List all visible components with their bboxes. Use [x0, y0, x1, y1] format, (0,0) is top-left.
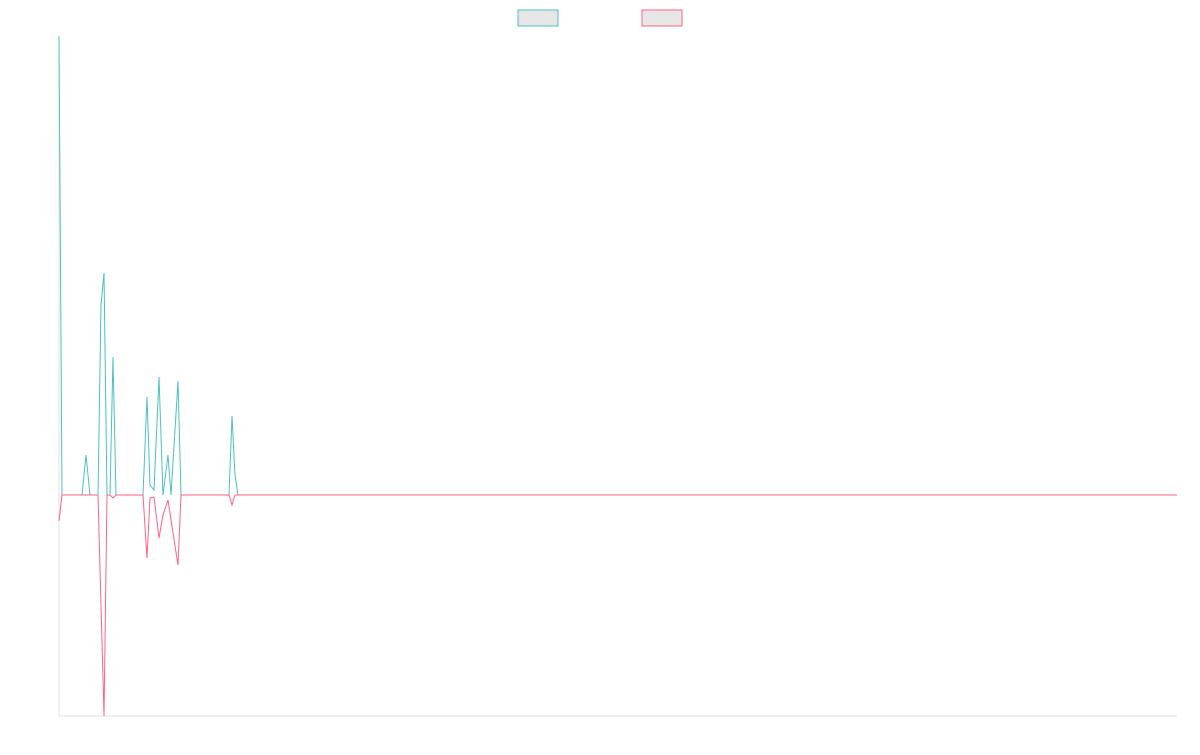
series-line: [58, 35, 1177, 496]
series-line: [58, 494, 1177, 717]
legend-swatch: [641, 9, 683, 27]
legend-swatch: [517, 9, 559, 27]
